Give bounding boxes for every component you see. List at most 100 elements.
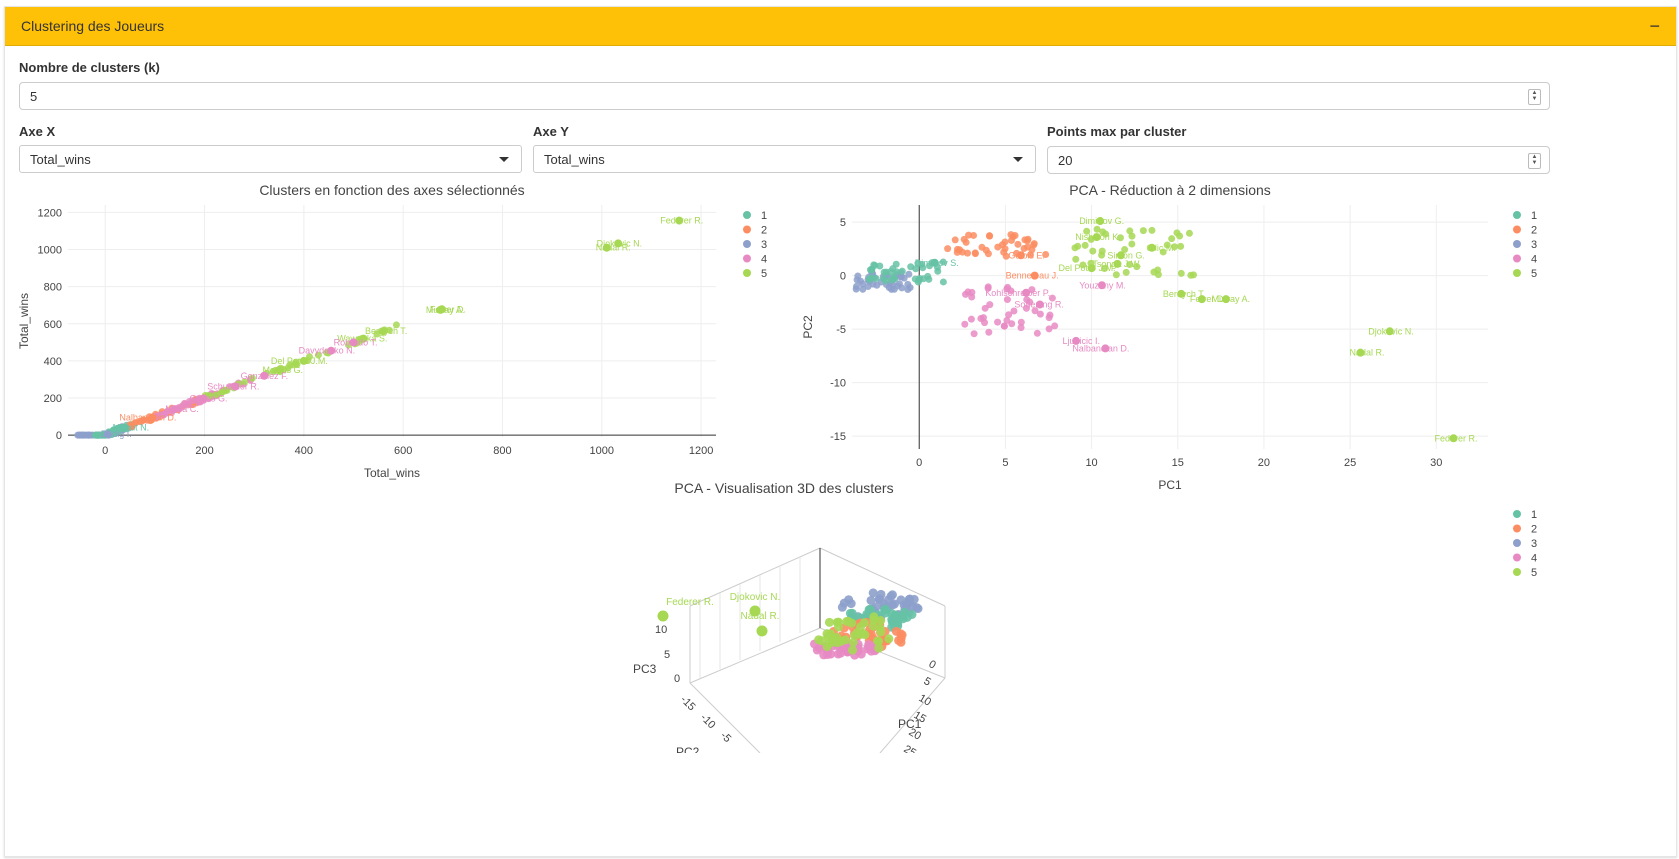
point-label: Mahut N. (113, 423, 150, 433)
point-label: Youzhny M. (1079, 280, 1126, 290)
max-points-input-value: 20 (1058, 152, 1073, 168)
pc1-tick-label: 20 (907, 726, 924, 743)
data-point-labeled (1197, 295, 1206, 304)
data-point-labeled (675, 216, 684, 225)
axis-title-pc3: PC3 (633, 662, 657, 676)
data-point (854, 272, 862, 280)
data-point (925, 275, 933, 283)
y-axis-select[interactable]: Total_wins (533, 145, 1036, 173)
point-label: Nishikori K. (1075, 232, 1121, 242)
point-label: Djokovic N. (597, 238, 643, 248)
data-point (1000, 322, 1008, 330)
axis-box-line (689, 547, 821, 607)
y-tick-label: -15 (830, 431, 846, 443)
x-tick-label: 20 (1258, 457, 1270, 469)
axis-box-line (689, 627, 821, 684)
legend-marker (1513, 240, 1521, 248)
data-point-3d (826, 649, 836, 659)
legend-label: 4 (1531, 254, 1537, 266)
k-input-value: 5 (30, 88, 38, 104)
legend-label: 1 (1531, 509, 1537, 521)
max-points-spinner-icon[interactable]: ▲ ▼ (1528, 153, 1541, 169)
pca-3d-chart[interactable]: PCA - Visualisation 3D des clusters PC3 PC… (0, 478, 1550, 753)
data-point-labeled (170, 405, 179, 414)
legend-label: 4 (1531, 553, 1537, 565)
data-point-3d (896, 595, 906, 605)
data-point (893, 282, 901, 290)
pc1-tick-label: 5 (922, 675, 933, 688)
scatter-chart-wins[interactable]: Clusters en fonction des axes sélectionn… (0, 175, 790, 490)
data-point-3d (888, 600, 898, 610)
data-point (967, 315, 975, 323)
data-point-labeled (359, 334, 368, 343)
data-point (919, 275, 927, 283)
x-axis-title: Total_wins (364, 466, 420, 480)
data-point (1126, 261, 1134, 269)
data-point (985, 328, 993, 336)
x-tick-label: 800 (493, 445, 511, 457)
data-point (1116, 234, 1124, 242)
data-point-3d (891, 626, 901, 636)
y-tick-label: 1200 (38, 207, 62, 219)
data-point-labeled (349, 338, 358, 347)
data-point (132, 419, 140, 427)
legend-label: 5 (1531, 268, 1537, 280)
data-point (1071, 244, 1079, 252)
data-point (1033, 329, 1041, 337)
data-point (1099, 228, 1107, 236)
point-label: Gulbis E. (1008, 250, 1045, 260)
data-point-3d (848, 645, 858, 655)
data-point (1017, 324, 1025, 332)
y-tick-label: 800 (44, 282, 62, 294)
point-label: Federer R. (1435, 433, 1478, 443)
data-point (906, 284, 914, 292)
data-point (1171, 243, 1179, 251)
legend-marker (1513, 225, 1521, 234)
data-point-labeled (1449, 434, 1458, 443)
data-point-labeled (148, 413, 157, 422)
k-input[interactable]: 5 ▲ ▼ (19, 82, 1550, 110)
data-point (1017, 318, 1025, 326)
legend-marker (1513, 524, 1521, 533)
point-label: Benneteau J. (1006, 271, 1059, 281)
axis-box-line (819, 547, 946, 607)
data-point-3d (866, 595, 876, 605)
max-points-input[interactable]: 20 ▲ ▼ (1047, 146, 1550, 174)
data-point-labeled (657, 610, 669, 622)
pc1-tick-label: 10 (917, 692, 934, 709)
data-point-3d (832, 638, 842, 648)
point-label: Murray A. (426, 305, 465, 315)
data-point-3d (874, 643, 884, 653)
data-point (1190, 271, 1198, 279)
data-point (181, 399, 189, 407)
data-point (1089, 247, 1097, 255)
data-point (882, 277, 890, 285)
data-point (1028, 246, 1036, 254)
data-point (960, 235, 968, 243)
data-point-labeled (231, 382, 240, 391)
data-point (944, 245, 952, 253)
x-tick-label: 200 (195, 445, 213, 457)
data-point-3d (869, 612, 879, 622)
point-label: Del Potro J.M. (271, 356, 328, 366)
legend-chart1: 1 2 3 4 5 (743, 210, 767, 280)
legend-label: 2 (1531, 225, 1537, 237)
data-point-labeled (1016, 251, 1025, 260)
point-label: Kohlschreiber P. (985, 288, 1050, 298)
data-point-labeled (1072, 336, 1081, 345)
data-point (892, 260, 900, 268)
y-axis-title: PC2 (801, 315, 815, 339)
data-point (914, 278, 922, 286)
x-axis-select[interactable]: Total_wins (19, 145, 522, 173)
k-spinner-icon[interactable]: ▲ ▼ (1528, 89, 1541, 105)
point-label: Schuettler R. (207, 382, 259, 392)
collapse-button[interactable]: − (1649, 16, 1660, 36)
data-point (1148, 226, 1156, 234)
data-point (871, 261, 879, 269)
legend-marker (1513, 254, 1521, 263)
legend-marker (743, 211, 751, 219)
point-label: Tsonga J.W. (1092, 259, 1141, 269)
data-point-3d (859, 618, 869, 628)
data-point-labeled (1113, 259, 1122, 268)
